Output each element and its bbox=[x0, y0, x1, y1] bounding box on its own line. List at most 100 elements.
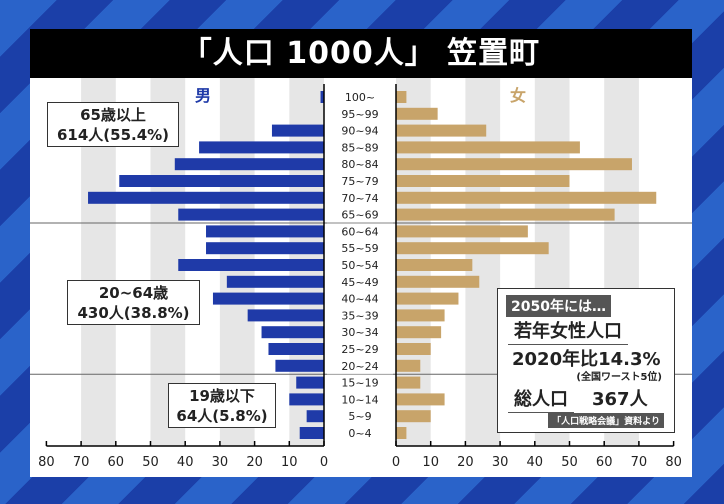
category-label: 90~94 bbox=[341, 125, 378, 138]
x-tick-label: 10 bbox=[281, 455, 298, 470]
female-bar bbox=[396, 107, 438, 120]
projection-box: 2050年には… 若年女性人口 2020年比14.3% (全国ワースト5位) 総… bbox=[497, 288, 675, 433]
female-bar bbox=[396, 393, 445, 406]
x-tick-label: 0 bbox=[320, 455, 328, 470]
category-label-bg bbox=[327, 307, 393, 324]
female-bar bbox=[396, 376, 421, 389]
male-bar bbox=[199, 141, 324, 154]
x-tick-label: 70 bbox=[631, 455, 648, 470]
male-bar bbox=[261, 326, 324, 339]
category-label-bg bbox=[327, 206, 393, 223]
group-value: 614人(55.4%) bbox=[56, 126, 170, 144]
female-bar bbox=[396, 292, 459, 305]
category-label-bg bbox=[327, 273, 393, 290]
female-bar bbox=[396, 175, 570, 187]
category-label-bg bbox=[327, 324, 393, 341]
male-bar bbox=[271, 124, 324, 137]
category-label: 65~69 bbox=[341, 209, 378, 222]
female-bar bbox=[396, 124, 487, 137]
total-value: 367人 bbox=[592, 389, 648, 410]
category-label-bg bbox=[327, 223, 393, 240]
female-bar bbox=[396, 275, 480, 288]
category-label-bg bbox=[327, 257, 393, 273]
x-tick-label: 10 bbox=[422, 455, 439, 470]
x-tick-label: 60 bbox=[108, 455, 125, 470]
category-label-bg bbox=[327, 156, 393, 173]
category-label-bg bbox=[327, 341, 393, 357]
female-bar bbox=[396, 242, 549, 255]
male-bar bbox=[306, 410, 324, 423]
male-bar bbox=[299, 427, 324, 439]
category-label-bg bbox=[327, 173, 393, 189]
category-label: 75~79 bbox=[341, 175, 378, 188]
female-bar bbox=[396, 259, 473, 271]
male-bar bbox=[247, 309, 324, 322]
category-label: 100~ bbox=[345, 91, 375, 104]
x-tick-label: 20 bbox=[457, 455, 474, 470]
category-label: 35~39 bbox=[341, 309, 378, 322]
category-label-bg bbox=[327, 139, 393, 156]
male-bar bbox=[178, 208, 324, 221]
category-label: 20~24 bbox=[341, 360, 378, 373]
x-tick-label: 80 bbox=[665, 455, 682, 470]
category-label: 50~54 bbox=[341, 259, 378, 272]
female-bar bbox=[396, 225, 528, 238]
category-label: 80~84 bbox=[341, 158, 378, 171]
category-label-bg bbox=[327, 408, 393, 425]
total-label: 総人口 bbox=[508, 385, 574, 413]
female-bar bbox=[396, 427, 407, 439]
group-value: 64人(5.8%) bbox=[176, 407, 268, 425]
category-label: 25~29 bbox=[341, 343, 378, 356]
group-label: 20~64歳 bbox=[98, 284, 169, 302]
female-bar bbox=[396, 158, 632, 171]
x-tick-label: 40 bbox=[527, 455, 544, 470]
female-bar bbox=[396, 208, 615, 221]
x-tick-label: 40 bbox=[177, 455, 194, 470]
category-label: 55~59 bbox=[341, 242, 378, 255]
group-box-under19: 19歳以下 64人(5.8%) bbox=[168, 383, 276, 428]
male-bar bbox=[178, 259, 324, 271]
x-tick-label: 30 bbox=[212, 455, 229, 470]
female-bar bbox=[396, 191, 657, 204]
category-label: 95~99 bbox=[341, 108, 378, 121]
female-bar bbox=[396, 359, 421, 372]
source-note: 「人口戦略会議」資料より bbox=[548, 413, 664, 428]
category-label: 85~89 bbox=[341, 141, 378, 154]
category-label-bg bbox=[327, 391, 393, 408]
male-bar bbox=[88, 191, 324, 204]
x-tick-label: 20 bbox=[246, 455, 263, 470]
male-bar bbox=[296, 376, 324, 389]
x-tick-label: 50 bbox=[142, 455, 159, 470]
group-value: 430人(38.8%) bbox=[77, 304, 190, 322]
female-bar bbox=[396, 343, 431, 355]
category-label-bg bbox=[327, 105, 393, 122]
group-label: 19歳以下 bbox=[189, 387, 255, 405]
male-bar bbox=[174, 158, 324, 171]
male-bar bbox=[275, 359, 324, 372]
projection-heading: 若年女性人口 bbox=[508, 317, 628, 345]
male-bar bbox=[226, 275, 324, 288]
category-label: 70~74 bbox=[341, 192, 378, 205]
category-label: 0~4 bbox=[348, 427, 371, 440]
category-label-bg bbox=[327, 189, 393, 206]
category-label: 5~9 bbox=[348, 410, 371, 423]
female-bar bbox=[396, 91, 407, 103]
category-label: 40~44 bbox=[341, 293, 378, 306]
page-title: 「人口 1000人」 笠置町 bbox=[30, 29, 692, 78]
female-bar bbox=[396, 141, 580, 154]
category-label-bg bbox=[327, 89, 393, 105]
projection-rate: 2020年比14.3% bbox=[512, 349, 661, 370]
male-bar bbox=[206, 225, 324, 238]
group-box-65plus: 65歳以上 614人(55.4%) bbox=[47, 102, 179, 147]
x-tick-label: 50 bbox=[561, 455, 578, 470]
category-label-bg bbox=[327, 240, 393, 257]
category-label: 30~34 bbox=[341, 326, 378, 339]
male-bar bbox=[206, 242, 324, 255]
category-label: 10~14 bbox=[341, 393, 378, 406]
x-tick-label: 0 bbox=[392, 455, 400, 470]
category-label-bg bbox=[327, 374, 393, 391]
male-bar bbox=[212, 292, 324, 305]
category-label: 60~64 bbox=[341, 225, 378, 238]
female-bar bbox=[396, 309, 445, 322]
category-label-bg bbox=[327, 425, 393, 441]
